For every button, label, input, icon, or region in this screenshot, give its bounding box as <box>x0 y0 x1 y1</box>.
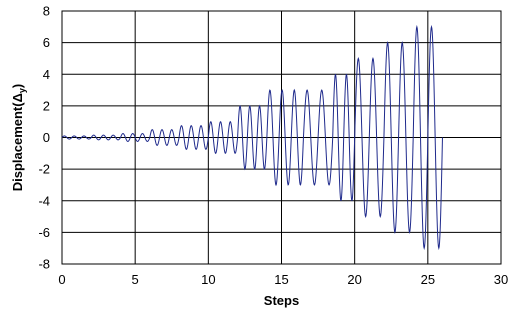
y-tick-label: 8 <box>43 4 50 19</box>
x-tick-label: 15 <box>274 272 288 287</box>
y-tick-label: -2 <box>38 162 50 177</box>
tick-labels: -8 -6 -4 -2 0 2 4 6 8 0 5 10 15 20 25 30 <box>38 4 508 288</box>
y-tick-label: -4 <box>38 193 50 208</box>
y-axis-title-subscript: y <box>17 88 27 93</box>
x-tick-label: 10 <box>201 272 215 287</box>
y-axis-title: Displacement(Δy) <box>10 84 27 192</box>
x-tick-label: 25 <box>421 272 435 287</box>
y-tick-label: 4 <box>43 67 50 82</box>
x-tick-label: 20 <box>347 272 361 287</box>
y-axis-title-close: ) <box>10 84 25 88</box>
x-axis-title: Steps <box>264 293 299 308</box>
y-tick-label: -6 <box>38 225 50 240</box>
y-tick-label: -8 <box>38 257 50 272</box>
y-tick-label: 2 <box>43 98 50 113</box>
y-tick-label: 6 <box>43 35 50 50</box>
y-tick-label: 0 <box>43 130 50 145</box>
displacement-series-line <box>61 24 443 251</box>
x-tick-label: 0 <box>58 272 65 287</box>
x-tick-label: 5 <box>132 272 139 287</box>
y-axis-title-main: Displacement(Δ <box>10 93 25 191</box>
x-tick-label: 30 <box>494 272 508 287</box>
